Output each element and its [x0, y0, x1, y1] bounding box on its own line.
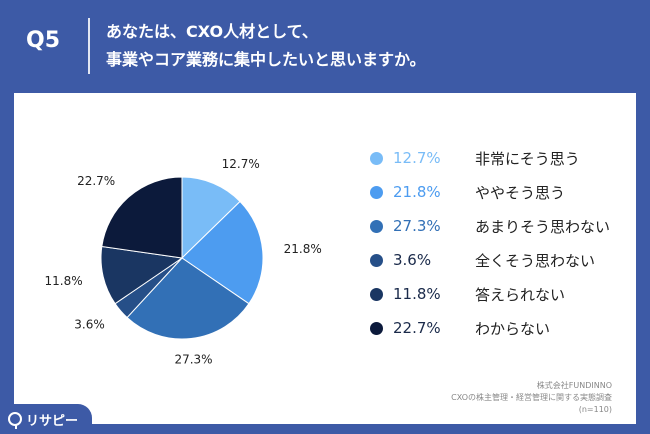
slice-value-label: 21.8%: [284, 242, 322, 256]
legend-value: 3.6%: [393, 251, 432, 269]
legend-label: ややそう思う: [475, 183, 566, 202]
legend-label: わからない: [475, 319, 551, 338]
legend-swatch: [370, 287, 383, 301]
legend-label: 全くそう思わない: [475, 251, 596, 270]
credit-sample: (n=110): [578, 405, 612, 414]
risapi-logo-icon: [8, 412, 22, 429]
legend-item: 21.8% ややそう思う: [370, 180, 640, 204]
legend-swatch: [370, 253, 383, 267]
pie-slice: [181, 176, 241, 260]
credit-survey: CXOの株主管理・経営管理に関する実態調査: [451, 393, 612, 402]
legend-value: 27.3%: [393, 217, 441, 235]
pie-chart: 12.7% 21.8% 27.3% 3.6% 11.8% 22.7%: [45, 157, 322, 366]
legend-label: あまりそう思わない: [475, 217, 611, 236]
legend-item: 22.7% わからない: [370, 316, 640, 340]
slice-value-label: 11.8%: [45, 274, 83, 288]
legend-label: 答えられない: [475, 285, 566, 304]
pie-slice: [126, 257, 250, 340]
legend-item: 3.6% 全くそう思わない: [370, 248, 640, 272]
legend-swatch: [370, 321, 383, 335]
logo-text: リサピー: [26, 413, 79, 429]
risapi-logo: リサピー: [0, 404, 92, 434]
pie-slice: [100, 245, 184, 305]
slice-value-label: 22.7%: [77, 174, 115, 188]
question-text: あなたは、CXO人材として、 事業やコア業務に集中したいと思いますか。: [106, 18, 426, 74]
slice-value-label: 3.6%: [74, 318, 105, 332]
question-line-1: あなたは、CXO人材として、: [106, 22, 318, 41]
slice-value-label: 27.3%: [174, 352, 212, 366]
slice-value-label: 12.7%: [222, 157, 260, 171]
legend-item: 11.8% 答えられない: [370, 282, 640, 306]
legend-value: 22.7%: [393, 319, 441, 337]
legend-swatch: [370, 151, 383, 165]
source-credit: 株式会社FUNDINNO CXOの株主管理・経営管理に関する実態調査 (n=11…: [451, 380, 612, 416]
credit-company: 株式会社FUNDINNO: [536, 381, 612, 390]
header-divider: [88, 18, 90, 74]
legend-label: 非常にそう思う: [475, 149, 580, 168]
question-number: Q5: [26, 28, 61, 53]
legend-swatch: [370, 185, 383, 199]
question-line-2: 事業やコア業務に集中したいと思いますか。: [106, 50, 426, 69]
legend-swatch: [370, 219, 383, 233]
legend-value: 12.7%: [393, 149, 441, 167]
legend-item: 27.3% あまりそう思わない: [370, 214, 640, 238]
legend-value: 21.8%: [393, 183, 441, 201]
pie-slice: [101, 176, 183, 259]
chart-panel: 12.7% 21.8% 27.3% 3.6% 11.8% 22.7% 12.7% 非常にそう…: [14, 93, 636, 424]
question-header: Q5 あなたは、CXO人材として、 事業やコア業務に集中したいと思いますか。: [0, 0, 650, 88]
legend-value: 11.8%: [393, 285, 441, 303]
pie-slice: [181, 200, 264, 305]
legend-item: 12.7% 非常にそう思う: [370, 146, 640, 170]
